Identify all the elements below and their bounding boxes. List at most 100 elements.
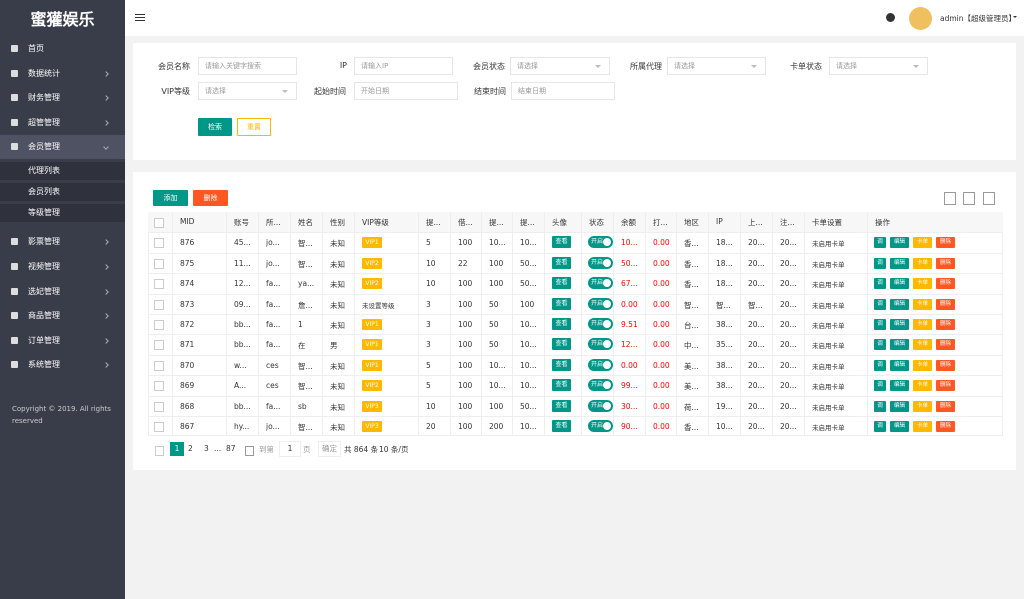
confirm-button[interactable]: 确定	[318, 441, 341, 458]
page-number[interactable]: 2	[188, 444, 193, 454]
status-switch[interactable]: 开启	[588, 277, 613, 290]
avatar-button[interactable]: 查看	[552, 379, 571, 392]
field-input[interactable]: 请选择	[829, 57, 928, 75]
status-switch[interactable]: 开启	[588, 256, 613, 269]
action-button[interactable]: 编辑	[890, 298, 909, 310]
action-button[interactable]: 删除	[936, 380, 955, 392]
submenu-item[interactable]: 等级管理	[0, 204, 125, 222]
action-button[interactable]: 编辑	[890, 257, 909, 269]
avatar-button[interactable]: 查看	[552, 399, 571, 412]
nav-item[interactable]: 订单管理	[0, 329, 125, 353]
page-number[interactable]: ...	[214, 444, 222, 454]
nav-item[interactable]: 首页	[0, 37, 125, 61]
status-switch[interactable]: 开启	[588, 338, 613, 351]
next-page[interactable]	[245, 446, 254, 457]
avatar[interactable]	[909, 7, 932, 30]
delete-button[interactable]: 删除	[193, 190, 228, 206]
add-button[interactable]: 添加	[153, 190, 188, 206]
action-button[interactable]: 删除	[936, 400, 955, 412]
nav-item[interactable]: 选妃管理	[0, 280, 125, 304]
page-number[interactable]: 87	[226, 444, 236, 454]
page-number[interactable]: 1	[170, 442, 184, 457]
action-button[interactable]: 调	[874, 339, 886, 351]
toolbar-icon[interactable]	[944, 192, 956, 205]
field-input[interactable]: 请选择	[667, 57, 766, 75]
page-input[interactable]: 1	[279, 441, 301, 458]
action-button[interactable]: 卡单	[913, 380, 932, 392]
nav-item[interactable]: 数据统计	[0, 62, 125, 86]
action-button[interactable]: 调	[874, 237, 886, 249]
avatar-button[interactable]: 查看	[552, 358, 571, 371]
action-button[interactable]: 编辑	[890, 319, 909, 330]
action-button[interactable]: 编辑	[890, 278, 909, 290]
field-input[interactable]: 请选择	[510, 57, 610, 75]
action-button[interactable]: 卡单	[913, 339, 932, 351]
checkbox[interactable]	[154, 258, 164, 269]
field-input[interactable]: 请选择	[198, 82, 297, 100]
action-button[interactable]: 删除	[936, 257, 955, 269]
avatar-button[interactable]: 查看	[552, 297, 571, 310]
avatar-button[interactable]: 查看	[552, 420, 571, 432]
nav-item[interactable]: 商品管理	[0, 304, 125, 328]
checkbox[interactable]	[154, 340, 164, 351]
avatar-button[interactable]: 查看	[552, 277, 571, 290]
nav-item[interactable]: 系统管理	[0, 353, 125, 377]
action-button[interactable]: 删除	[936, 421, 955, 432]
action-button[interactable]: 编辑	[890, 237, 909, 249]
action-button[interactable]: 卡单	[913, 278, 932, 290]
status-switch[interactable]: 开启	[588, 399, 613, 412]
field-input[interactable]: 结束日期	[511, 82, 615, 100]
action-button[interactable]: 删除	[936, 237, 955, 249]
page-number[interactable]: 3	[204, 444, 209, 454]
action-button[interactable]: 调	[874, 400, 886, 412]
avatar-button[interactable]: 查看	[552, 318, 571, 330]
action-button[interactable]: 调	[874, 359, 886, 371]
status-switch[interactable]: 开启	[588, 236, 613, 249]
action-button[interactable]: 卡单	[913, 319, 932, 330]
search-button[interactable]: 检索	[198, 118, 232, 136]
status-switch[interactable]: 开启	[588, 358, 613, 371]
checkbox[interactable]	[154, 401, 164, 412]
action-button[interactable]: 调	[874, 380, 886, 392]
field-input[interactable]: 开始日期	[354, 82, 458, 100]
avatar-button[interactable]: 查看	[552, 256, 571, 269]
status-switch[interactable]: 开启	[588, 318, 613, 330]
action-button[interactable]: 删除	[936, 278, 955, 290]
prev-page[interactable]	[155, 446, 164, 457]
checkbox[interactable]	[154, 299, 164, 310]
action-button[interactable]: 调	[874, 298, 886, 310]
nav-item[interactable]: 影票管理	[0, 230, 125, 254]
action-button[interactable]: 删除	[936, 319, 955, 330]
field-input[interactable]: 请输入IP	[354, 57, 453, 75]
checkbox[interactable]	[154, 320, 164, 330]
checkbox[interactable]	[154, 381, 164, 392]
nav-item[interactable]: 会员管理	[0, 135, 125, 159]
action-button[interactable]: 编辑	[890, 339, 909, 351]
status-switch[interactable]: 开启	[588, 297, 613, 310]
action-button[interactable]: 调	[874, 278, 886, 290]
action-button[interactable]: 调	[874, 421, 886, 432]
action-button[interactable]: 卡单	[913, 298, 932, 310]
nav-item[interactable]: 视频管理	[0, 255, 125, 279]
action-button[interactable]: 卡单	[913, 421, 932, 432]
action-button[interactable]: 调	[874, 319, 886, 330]
action-button[interactable]: 编辑	[890, 359, 909, 371]
checkbox[interactable]	[154, 422, 164, 432]
nav-item[interactable]: 财务管理	[0, 86, 125, 110]
reset-button[interactable]: 重置	[237, 118, 271, 136]
action-button[interactable]: 删除	[936, 359, 955, 371]
field-input[interactable]: 请输入关键字搜索	[198, 57, 297, 75]
action-button[interactable]: 调	[874, 257, 886, 269]
status-switch[interactable]: 开启	[588, 379, 613, 392]
submenu-item[interactable]: 代理列表	[0, 162, 125, 180]
action-button[interactable]: 编辑	[890, 380, 909, 392]
toolbar-icon[interactable]	[963, 192, 975, 205]
page-size[interactable]: 10 条/页	[379, 445, 409, 455]
checkbox[interactable]	[154, 360, 164, 371]
action-button[interactable]: 删除	[936, 298, 955, 310]
checkbox[interactable]	[154, 238, 164, 249]
action-button[interactable]: 卡单	[913, 257, 932, 269]
nav-item[interactable]: 超管管理	[0, 111, 125, 135]
menu-toggle[interactable]	[135, 14, 145, 15]
user-name[interactable]: admin【超级管理员】	[940, 14, 1016, 23]
